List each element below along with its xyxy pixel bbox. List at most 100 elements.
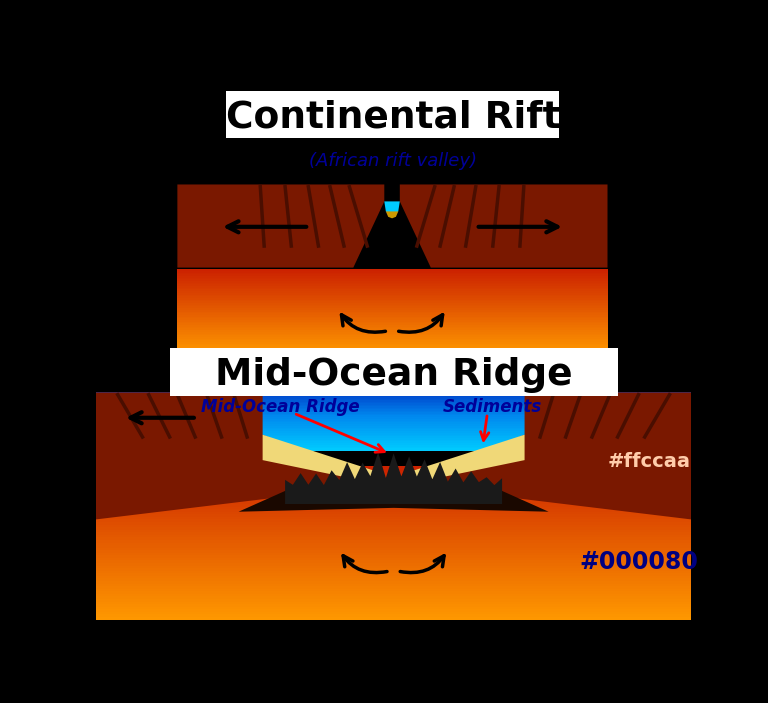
Bar	[177, 271, 607, 273]
Text: #000080: #000080	[579, 550, 698, 574]
Bar	[177, 328, 607, 331]
Bar	[96, 555, 691, 559]
Bar	[96, 535, 691, 538]
Polygon shape	[406, 392, 691, 520]
Bar	[96, 476, 691, 479]
Bar	[96, 524, 691, 528]
Bar	[96, 553, 691, 556]
Bar	[96, 586, 691, 590]
Bar	[96, 449, 691, 451]
Bar	[177, 286, 607, 288]
Bar	[96, 509, 691, 512]
FancyBboxPatch shape	[170, 349, 617, 396]
Bar	[96, 576, 691, 579]
Bar	[96, 433, 691, 435]
Bar	[177, 320, 607, 323]
Bar	[177, 332, 607, 335]
Bar	[96, 537, 691, 541]
Bar	[177, 276, 607, 278]
Text: #ffccaa: #ffccaa	[607, 452, 691, 471]
Bar	[96, 499, 691, 502]
Bar	[96, 486, 691, 489]
Bar	[96, 424, 691, 427]
Bar	[177, 288, 607, 290]
Bar	[96, 443, 691, 446]
Bar	[96, 481, 691, 484]
Bar	[96, 484, 691, 486]
Bar	[96, 445, 691, 447]
Bar	[96, 420, 691, 423]
Bar	[96, 413, 691, 415]
Bar	[177, 299, 607, 302]
Bar	[96, 504, 691, 508]
Bar	[96, 430, 691, 432]
Polygon shape	[406, 434, 525, 485]
Bar	[177, 274, 607, 277]
Bar	[96, 517, 691, 520]
Bar	[96, 543, 691, 546]
Bar	[96, 566, 691, 569]
Bar	[96, 614, 691, 618]
Bar	[96, 465, 691, 469]
Bar	[177, 323, 607, 325]
Bar	[96, 540, 691, 543]
Bar	[96, 405, 691, 407]
Bar	[177, 273, 607, 275]
Bar	[96, 527, 691, 531]
Bar	[96, 520, 691, 523]
Bar	[96, 607, 691, 610]
Bar	[96, 591, 691, 595]
Text: Continental Rift: Continental Rift	[226, 99, 560, 136]
Bar	[177, 322, 607, 324]
Bar	[96, 438, 691, 441]
Polygon shape	[386, 212, 399, 219]
Bar	[177, 327, 607, 329]
Polygon shape	[239, 491, 548, 512]
Bar	[177, 269, 607, 271]
Bar	[177, 290, 607, 292]
Bar	[177, 335, 607, 337]
Bar	[177, 345, 607, 348]
Bar	[96, 411, 691, 413]
Bar	[96, 470, 691, 474]
Bar	[96, 397, 691, 399]
Bar	[96, 563, 691, 567]
Polygon shape	[285, 452, 502, 504]
Polygon shape	[384, 201, 400, 217]
Bar	[177, 281, 607, 283]
Bar	[96, 545, 691, 548]
Bar	[177, 337, 607, 340]
Bar	[177, 340, 607, 343]
Bar	[96, 427, 691, 430]
Bar	[96, 581, 691, 584]
Bar	[96, 599, 691, 602]
Bar	[96, 494, 691, 497]
Bar	[96, 417, 691, 420]
Bar	[177, 295, 607, 297]
Bar	[96, 406, 691, 408]
Bar	[96, 548, 691, 551]
Bar	[177, 304, 607, 307]
Bar	[177, 342, 607, 344]
Bar	[96, 560, 691, 564]
Bar	[177, 285, 607, 287]
Bar	[96, 596, 691, 600]
Bar	[177, 278, 607, 280]
Bar	[177, 339, 607, 341]
Bar	[96, 550, 691, 553]
Bar	[177, 293, 607, 295]
Bar	[96, 400, 691, 402]
Bar	[96, 401, 691, 404]
Bar	[177, 283, 607, 285]
Bar	[96, 491, 691, 494]
Bar	[96, 409, 691, 412]
Bar	[177, 308, 607, 311]
Bar	[177, 315, 607, 317]
Bar	[96, 473, 691, 477]
Bar	[177, 347, 607, 349]
Bar	[96, 468, 691, 472]
Bar	[96, 571, 691, 574]
Bar	[96, 522, 691, 525]
Bar	[96, 408, 691, 410]
Bar	[96, 594, 691, 597]
